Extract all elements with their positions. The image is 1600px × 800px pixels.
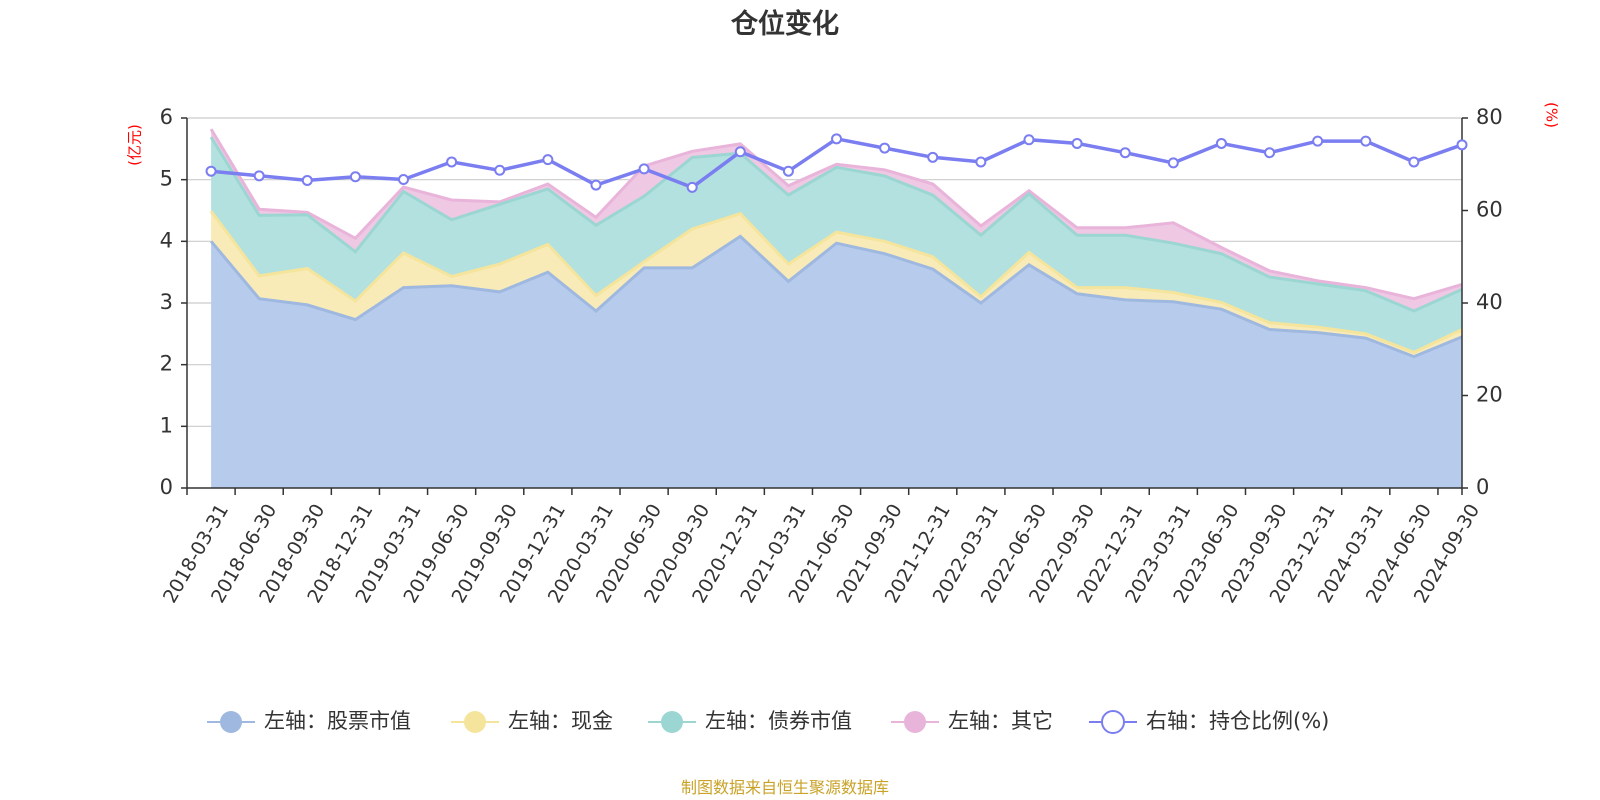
ratio-point[interactable] [542, 154, 554, 166]
left-axis-tick-label: 6 [160, 105, 173, 129]
right-axis-tick-label: 0 [1476, 475, 1489, 499]
ratio-point[interactable] [975, 156, 987, 168]
area-edge-左轴：债券市值 [209, 136, 1463, 313]
area-edge-左轴：股票市值 [209, 234, 1463, 359]
area-edge-左轴：其它 [209, 128, 1463, 301]
ratio-point[interactable] [1215, 137, 1227, 149]
area-fill-左轴：现金 [211, 211, 1463, 357]
ratio-point[interactable] [734, 146, 746, 158]
ratio-point[interactable] [494, 164, 506, 176]
legend-marker [220, 711, 242, 733]
legend: 左轴：股票市值 左轴：现金 左轴：债券市值 左轴：其它 右轴：持仓比例(%) [207, 709, 1329, 734]
right-axis-tick-label: 20 [1476, 383, 1503, 407]
ratio-point[interactable] [1119, 147, 1131, 159]
legend-marker [904, 711, 926, 733]
legend-label: 左轴：其它 [948, 709, 1053, 733]
legend-marker [464, 711, 486, 733]
ratio-point[interactable] [301, 174, 313, 186]
ratio-point[interactable] [205, 165, 217, 177]
right-axis-tick-label: 80 [1476, 105, 1503, 129]
ratio-line-series [205, 133, 1468, 193]
chart-title: 仓位变化 [730, 8, 839, 40]
ratio-point[interactable] [1408, 156, 1420, 168]
ratio-point[interactable] [927, 151, 939, 163]
ratio-point[interactable] [1167, 157, 1179, 169]
legend-item[interactable]: 左轴：其它 [891, 709, 1053, 733]
legend-item[interactable]: 左轴：现金 [451, 709, 613, 733]
ratio-point[interactable] [1456, 139, 1468, 151]
ratio-point[interactable] [349, 171, 361, 183]
right-axis-tick-label: 60 [1476, 198, 1503, 222]
legend-marker [661, 711, 683, 733]
ratio-point[interactable] [1264, 147, 1276, 159]
legend-label: 右轴：持仓比例(%) [1146, 709, 1329, 733]
area-edge-左轴：现金 [209, 210, 1463, 354]
right-axis-tick-label: 40 [1476, 290, 1503, 314]
ratio-point[interactable] [686, 181, 698, 193]
ratio-point[interactable] [1071, 137, 1083, 149]
area-fill-左轴：债券市值 [211, 137, 1463, 353]
ratio-point[interactable] [638, 163, 650, 175]
data-source-note: 制图数据来自恒生聚源数据库 [681, 778, 889, 797]
left-axis-tick-label: 3 [160, 290, 173, 314]
ratio-point[interactable] [782, 165, 794, 177]
ratio-point[interactable] [1360, 135, 1372, 147]
right-axis-unit: (%) [1543, 102, 1561, 128]
legend-item[interactable]: 左轴：债券市值 [648, 709, 852, 733]
legend-label: 左轴：债券市值 [705, 709, 852, 733]
ratio-point[interactable] [1312, 135, 1324, 147]
legend-label: 左轴：现金 [508, 709, 613, 733]
legend-item[interactable]: 左轴：股票市值 [207, 709, 411, 733]
ratio-point[interactable] [879, 142, 891, 154]
ratio-point[interactable] [253, 170, 265, 182]
left-axis-tick-label: 4 [160, 228, 173, 252]
ratio-point[interactable] [446, 156, 458, 168]
ratio-point[interactable] [398, 174, 410, 186]
left-axis-unit: (亿元) [126, 124, 144, 166]
area-series [209, 128, 1463, 488]
left-axis-tick-label: 5 [160, 167, 173, 191]
legend-label: 左轴：股票市值 [264, 709, 411, 733]
area-fill-左轴：股票市值 [211, 236, 1463, 488]
ratio-point[interactable] [831, 133, 843, 145]
left-axis-tick-label: 0 [160, 475, 173, 499]
ratio-point[interactable] [1023, 134, 1035, 146]
legend-marker [1101, 710, 1125, 734]
left-axis-tick-label: 2 [160, 352, 173, 376]
legend-item[interactable]: 右轴：持仓比例(%) [1089, 709, 1329, 734]
ratio-point[interactable] [590, 179, 602, 191]
left-axis-tick-label: 1 [160, 413, 173, 437]
